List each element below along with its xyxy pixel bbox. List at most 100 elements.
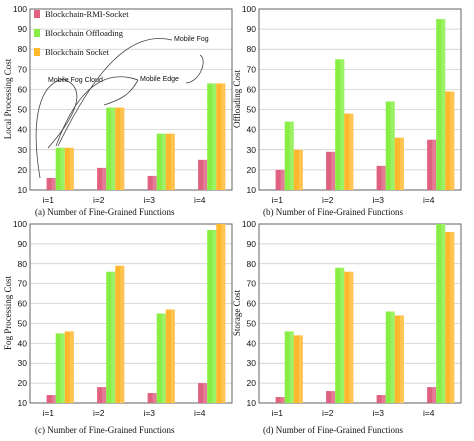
bar-shade [399, 315, 404, 403]
bar-rmi [326, 151, 336, 190]
bar-shade [381, 165, 386, 190]
bar-rmi [46, 177, 56, 190]
bar-shade [203, 159, 208, 190]
y-tick-label: 60 [247, 84, 257, 94]
bar-shade [450, 91, 455, 190]
bar-shade [280, 169, 285, 190]
legend-swatch-rmi [34, 10, 40, 18]
leader-mobile-fog-cloud-2 [47, 78, 78, 149]
x-tick-label: i=2 [322, 408, 334, 418]
bar-offloading [284, 331, 294, 403]
x-tick-label: i=3 [372, 408, 384, 418]
bar-socket [344, 113, 354, 190]
x-tick-label: i=1 [271, 195, 283, 205]
bar-rmi [147, 393, 157, 403]
x-tick-label: i=1 [42, 408, 54, 418]
bar-socket [293, 149, 303, 190]
bar-socket [64, 331, 74, 403]
caption: (a) Number of Fine-Grained Functions [35, 207, 175, 217]
bar-offloading [55, 333, 65, 403]
bar-socket [165, 309, 175, 403]
x-tick-label: i=2 [93, 408, 105, 418]
bar-offloading [335, 267, 345, 403]
bar-offloading [106, 107, 116, 190]
bar-offloading [207, 83, 217, 190]
legend-label-offloading: Blockchain Offloading [45, 28, 124, 38]
bar-shade [340, 59, 345, 191]
y-tick-label: 90 [247, 24, 257, 34]
y-tick-label: 40 [247, 125, 257, 135]
bar-rmi [326, 391, 336, 403]
x-tick-label: i=4 [423, 408, 435, 418]
bar-shade [221, 224, 226, 403]
bar-shade [298, 149, 303, 190]
bar-rmi [427, 387, 437, 403]
x-tick-label: i=4 [423, 195, 435, 205]
y-tick-label: 50 [18, 318, 28, 328]
bar-rmi [275, 397, 285, 403]
bar-shade [340, 267, 345, 403]
bar-offloading [335, 59, 345, 191]
y-tick-label: 100 [13, 4, 27, 14]
bar-shade [441, 19, 446, 190]
bar-shade [349, 113, 354, 190]
y-tick-label: 30 [247, 358, 257, 368]
bar-offloading [55, 147, 65, 190]
y-tick-label: 80 [247, 259, 257, 269]
y-tick-label: 90 [18, 239, 28, 249]
bar-offloading [156, 313, 166, 403]
y-axis-label: Offloading Cost [232, 69, 242, 128]
y-tick-label: 30 [247, 145, 257, 155]
y-tick-label: 40 [18, 125, 28, 135]
y-tick-label: 40 [247, 338, 257, 348]
y-tick-label: 90 [18, 24, 28, 34]
bar-rmi [198, 159, 208, 190]
bar-shade [120, 107, 125, 190]
bar-shade [60, 333, 65, 403]
y-tick-label: 30 [18, 145, 28, 155]
bar-shade [51, 395, 56, 403]
bar-shade [69, 331, 74, 403]
bar-offloading [385, 101, 395, 190]
bar-shade [161, 313, 166, 403]
y-tick-label: 20 [18, 165, 28, 175]
chart-c: 10 20 30 40 50 60 70 80 90 100 i=1 i=2 i=3 i=4 Fog Pro… [3, 219, 233, 435]
legend-swatch-socket [34, 48, 40, 56]
bar-shade [399, 137, 404, 190]
leader-mobile-edge [55, 76, 139, 147]
bar-socket [445, 231, 455, 403]
bar-rmi [97, 167, 107, 190]
y-axis-label: Fog Processing Cost [3, 276, 13, 351]
bar-shade [102, 387, 107, 403]
x-tick-label: i=1 [271, 408, 283, 418]
bar-shade [69, 147, 74, 190]
bar-offloading [436, 19, 446, 190]
bar-offloading [385, 311, 395, 403]
leader-mobile-fog [57, 38, 173, 147]
y-tick-label: 100 [242, 219, 256, 229]
y-tick-label: 30 [18, 358, 28, 368]
leader-mobile-edge-2 [103, 79, 139, 106]
bar-shade [111, 107, 116, 190]
bar-shade [331, 151, 336, 190]
bar-socket [216, 83, 226, 190]
y-axis-label: Storage Cost [232, 289, 242, 336]
bar-offloading [106, 271, 116, 403]
bar-shade [102, 167, 107, 190]
bar-shade [203, 383, 208, 403]
bar-socket [293, 335, 303, 403]
bar-shade [51, 177, 56, 190]
bar-offloading [156, 133, 166, 190]
bar-shade [212, 229, 217, 403]
bar-shade [390, 101, 395, 190]
annotations: Mobile Fog Cloud Mobile Edge Mobile Fog [35, 36, 209, 179]
y-tick-label: 70 [18, 279, 28, 289]
x-tick-label: i=3 [143, 408, 155, 418]
y-tick-label: 80 [18, 44, 28, 54]
y-tick-label: 10 [18, 398, 28, 408]
x-tick-label: i=2 [93, 195, 105, 205]
bar-socket [344, 271, 354, 403]
bar-shade [349, 271, 354, 403]
bar-rmi [376, 165, 386, 190]
